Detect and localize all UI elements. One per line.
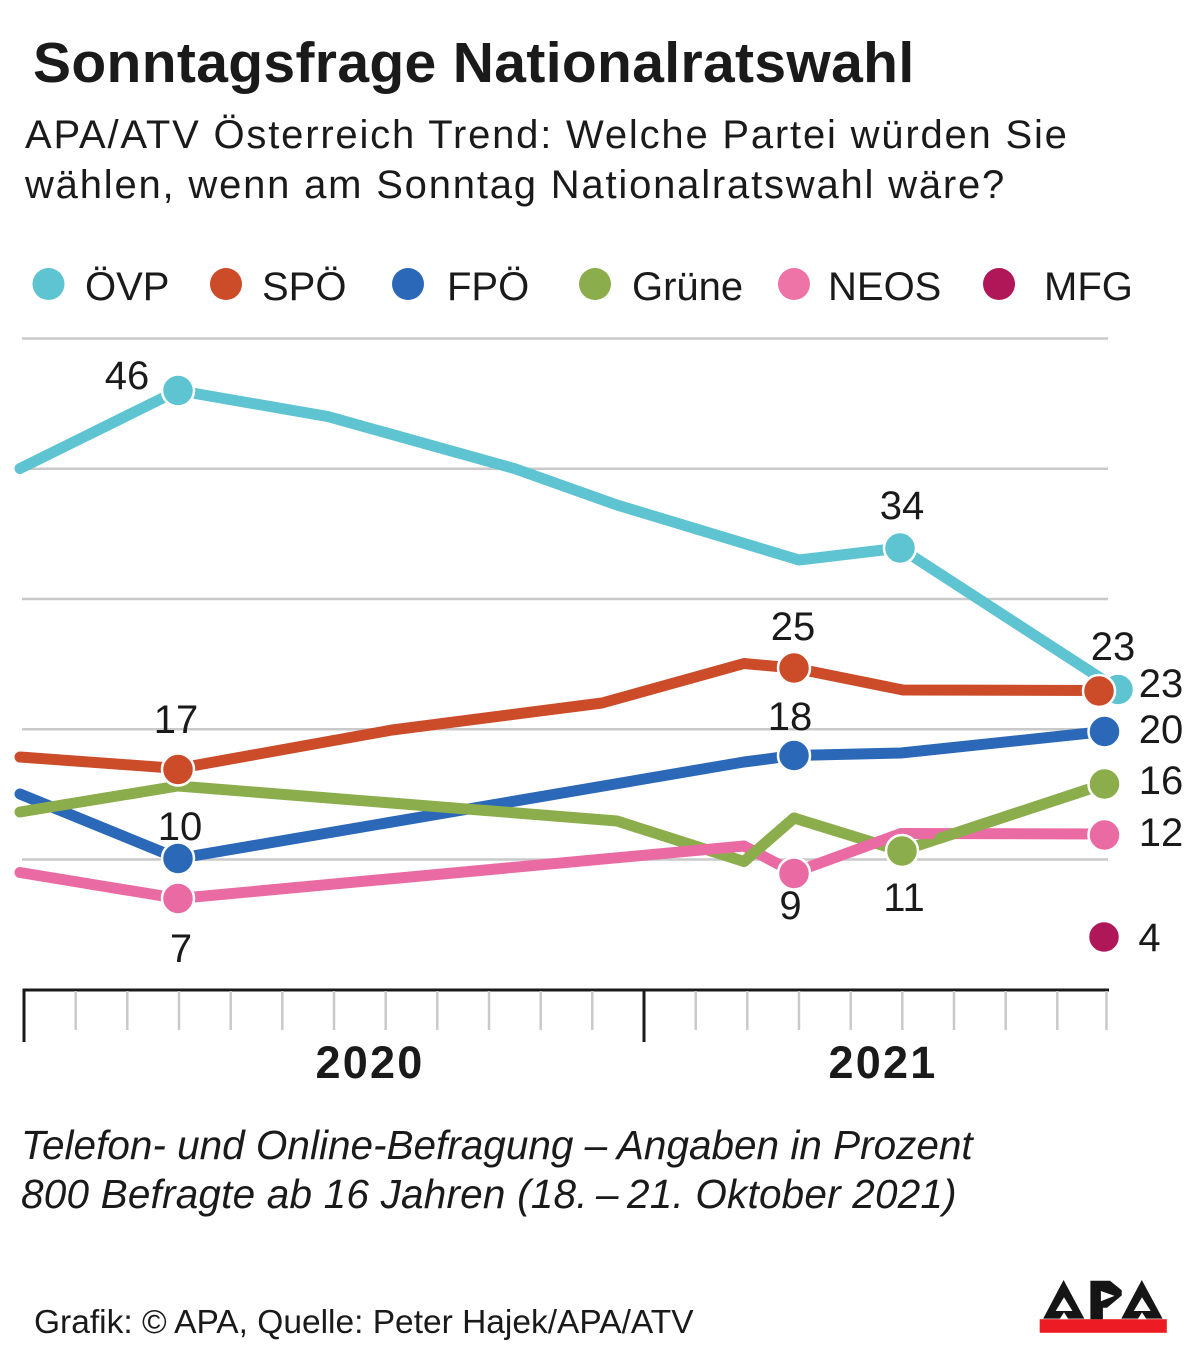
svg-text:NEOS: NEOS	[828, 265, 941, 309]
svg-text:18: 18	[768, 695, 813, 739]
svg-text:11: 11	[883, 876, 925, 920]
svg-text:800 Befragte ab 16 Jahren (18.: 800 Befragte ab 16 Jahren (18. – 21. Okt…	[21, 1171, 957, 1217]
svg-text:12: 12	[1139, 811, 1184, 855]
svg-text:23: 23	[1139, 662, 1184, 706]
svg-text:FPÖ: FPÖ	[447, 265, 529, 309]
svg-text:APA/ATV Österreich Trend: Welc: APA/ATV Österreich Trend: Welche Partei …	[25, 113, 1069, 157]
svg-text:Grüne: Grüne	[632, 265, 743, 309]
svg-text:20: 20	[1139, 708, 1184, 752]
svg-text:9: 9	[779, 884, 801, 928]
svg-text:ÖVP: ÖVP	[85, 265, 169, 309]
svg-text:SPÖ: SPÖ	[262, 265, 346, 309]
svg-text:Sonntagsfrage Nationalratswahl: Sonntagsfrage Nationalratswahl	[33, 31, 915, 95]
svg-text:46: 46	[105, 354, 150, 398]
svg-text:Telefon- und Online-Befragung: Telefon- und Online-Befragung – Angaben …	[21, 1122, 974, 1168]
svg-text:7: 7	[170, 927, 192, 971]
svg-text:25: 25	[771, 605, 816, 649]
svg-text:23: 23	[1091, 625, 1136, 669]
svg-text:Grafik: © APA, Quelle: Peter H: Grafik: © APA, Quelle: Peter Hajek/APA/A…	[34, 1304, 694, 1341]
svg-text:2020: 2020	[316, 1037, 425, 1088]
svg-text:MFG: MFG	[1044, 265, 1133, 309]
svg-text:4: 4	[1138, 916, 1160, 960]
svg-text:16: 16	[1139, 759, 1184, 803]
svg-text:34: 34	[880, 484, 925, 528]
svg-text:10: 10	[158, 805, 203, 849]
svg-text:17: 17	[154, 698, 199, 742]
svg-text:wählen, wenn am Sonntag Nation: wählen, wenn am Sonntag Nationalratswahl…	[24, 163, 1006, 207]
svg-text:2021: 2021	[829, 1037, 938, 1088]
